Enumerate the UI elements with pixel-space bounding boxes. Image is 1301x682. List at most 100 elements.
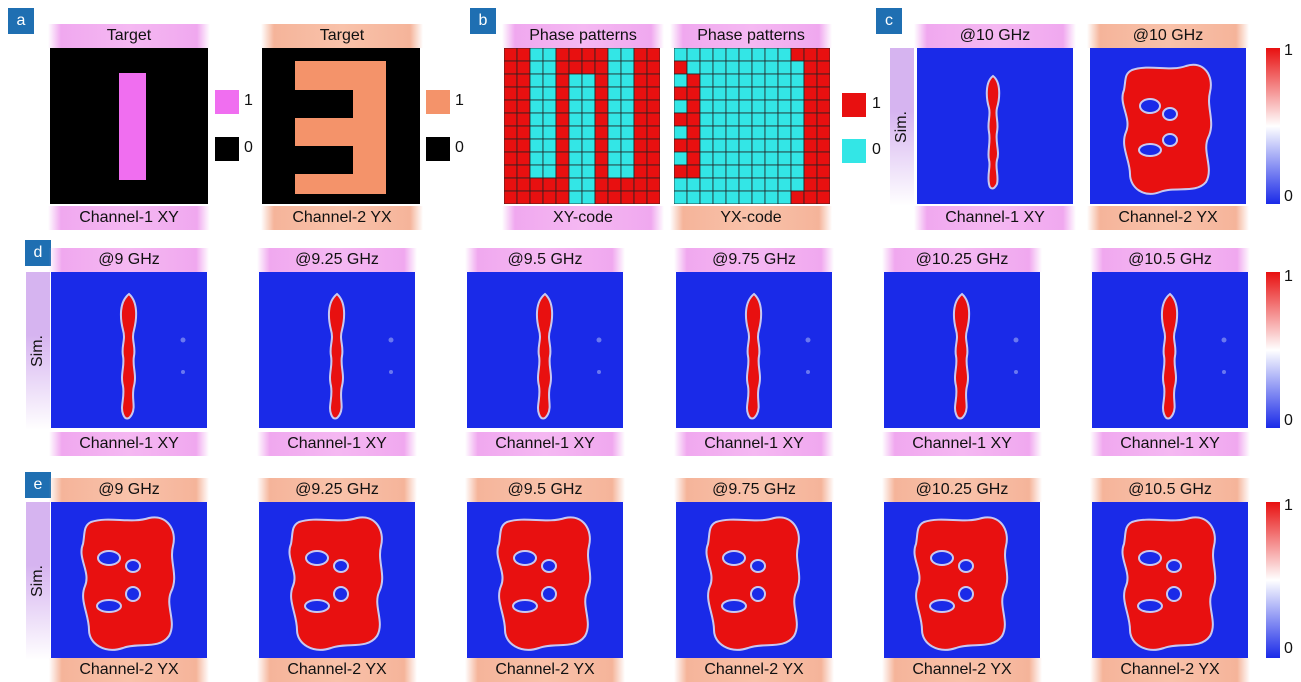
phase-cell [568,99,583,114]
phase-cell [620,190,635,204]
phase-cell [581,190,596,204]
phase-cell [568,177,583,192]
panel-c-bottom-right-caption: Channel-2 YX [1087,206,1249,230]
phase-cell [529,164,544,179]
phase-cell [674,112,688,127]
phase-cell [633,164,648,179]
phase-cell [607,86,622,101]
phase-cell [516,48,531,62]
phase-cell [516,86,531,101]
phase-cell [516,60,531,75]
phase-cell [764,112,779,127]
legend-pink-one [215,90,239,114]
panel-d-channel-caption: Channel-1 XY [49,432,209,456]
phase-cell [777,125,792,140]
phase-cell [790,86,805,101]
phase-cell [555,86,570,101]
phase-cell [529,112,544,127]
phase-cell [803,48,818,62]
phase-cell [674,48,688,62]
phase-cell [816,138,830,153]
phase-cell [594,164,609,179]
phase-cell [542,190,557,204]
phase-cell [620,112,635,127]
phase-cell [504,86,518,101]
phase-cell [568,138,583,153]
phase-cell [686,86,701,101]
phase-cell [555,60,570,75]
phase-cell [529,73,544,88]
panel-d-channel-caption: Channel-1 XY [257,432,417,456]
phase-cell [790,48,805,62]
phase-cell [712,151,727,166]
panel-b-badge: b [470,8,496,34]
phase-cell [725,190,740,204]
phase-cell [607,190,622,204]
phase-cell [674,138,688,153]
phase-cell [504,48,518,62]
phase-cell [764,164,779,179]
phase-cell [790,164,805,179]
panel-e-sim-map [51,502,207,658]
phase-cell [699,86,714,101]
phase-cell [674,60,688,75]
phase-cell [699,177,714,192]
panel-e-badge: e [25,472,51,498]
panel-a-top-left-caption: Target [48,24,210,48]
phase-cell [542,48,557,62]
phase-cell [803,112,818,127]
phase-pattern-xy-grid [504,48,660,204]
phase-cell [725,151,740,166]
panel-e-channel-caption: Channel-2 YX [257,658,417,682]
phase-cell [581,86,596,101]
phase-cell [777,177,792,192]
panel-e-channel-caption: Channel-2 YX [49,658,209,682]
phase-cell [751,99,766,114]
phase-cell [777,138,792,153]
phase-cell [555,73,570,88]
phase-cell [594,48,609,62]
phase-cell [620,125,635,140]
phase-cell [674,86,688,101]
panel-d-channel-caption: Channel-1 XY [465,432,625,456]
phase-cell [816,164,830,179]
panel-c-bottom-left-caption: Channel-1 XY [914,206,1076,230]
phase-cell [738,99,753,114]
phase-cell [777,86,792,101]
phase-cell [594,151,609,166]
phase-cell [674,164,688,179]
phase-cell [620,60,635,75]
phase-cell [620,151,635,166]
panel-c-sim-label: Sim. [890,48,914,206]
legend-black-zero-label: 0 [244,139,253,156]
panel-e-sim-map [1092,502,1248,658]
phase-cell [581,73,596,88]
phase-cell [725,99,740,114]
phase-cell [633,60,648,75]
phase-cell [646,177,660,192]
phase-cell [646,99,660,114]
phase-cell [555,48,570,62]
phase-cell [646,60,660,75]
phase-cell [504,190,518,204]
panel-e-frequency-caption: @9 GHz [49,478,209,502]
phase-cell [712,60,727,75]
panel-e-sim-map [259,502,415,658]
panel-d-frequency-caption: @10.25 GHz [882,248,1042,272]
phase-cell [790,99,805,114]
phase-cell [725,138,740,153]
phase-cell [686,177,701,192]
phase-cell [646,151,660,166]
phase-cell [620,138,635,153]
phase-cell [555,190,570,204]
panel-d-badge: d [25,240,51,266]
phase-cell [555,151,570,166]
legend-black-zero-2-label: 0 [455,139,464,156]
phase-cell [725,48,740,62]
panel-a-top-right-caption: Target [261,24,423,48]
phase-cell [686,99,701,114]
phase-cell [555,177,570,192]
phase-cell [504,138,518,153]
phase-cell [516,177,531,192]
phase-cell [581,48,596,62]
